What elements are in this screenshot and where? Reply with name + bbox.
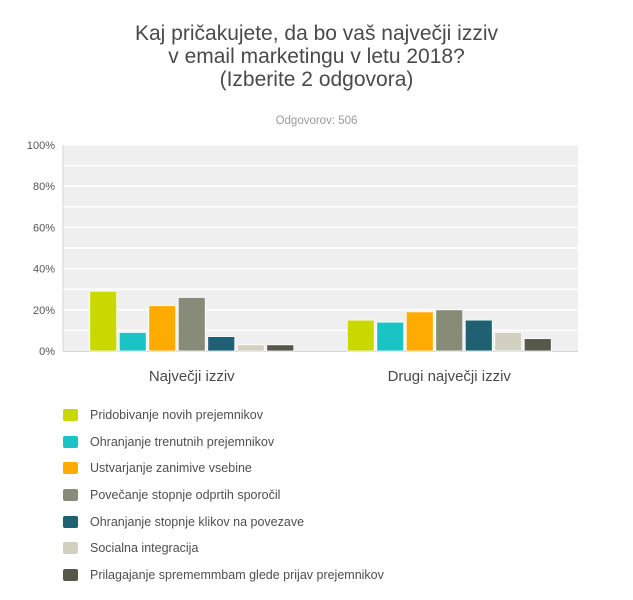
legend-item: Pridobivanje novih prejemnikov (63, 402, 583, 429)
legend-swatch (63, 435, 78, 448)
bar (266, 344, 295, 352)
bar (405, 311, 434, 352)
chart-title-line-1: Kaj pričakujete, da bo vaš največji izzi… (134, 22, 498, 45)
chart-title: Kaj pričakujete, da bo vaš največji izzi… (0, 22, 633, 91)
bar (523, 338, 552, 352)
y-tick-label: 0% (39, 346, 55, 358)
bar (207, 336, 236, 352)
y-tick-label: 80% (33, 181, 55, 193)
bar (177, 297, 206, 352)
legend-swatch (63, 409, 78, 422)
bar (118, 332, 147, 352)
bar (494, 332, 523, 352)
bar (346, 319, 375, 352)
legend-label: Socialna integracija (90, 541, 199, 556)
legend-item: Povečanje stopnje odprtih sporočil (63, 482, 583, 509)
bar (376, 321, 405, 352)
response-count: Odgovorov: 506 (275, 115, 358, 127)
legend-label: Ohranjanje stopnje klikov na povezave (90, 514, 305, 529)
legend-label: Ustvarjanje zanimive vsebine (90, 461, 252, 476)
bar (148, 305, 177, 352)
legend-item: Ustvarjanje zanimive vsebine (63, 455, 583, 482)
legend-swatch (63, 489, 78, 502)
bar (464, 319, 493, 352)
legend-swatch (63, 515, 78, 528)
y-tick-label: 100% (27, 140, 55, 152)
legend-swatch (63, 462, 78, 475)
bar (89, 290, 118, 352)
bar (236, 344, 265, 352)
bar-chart: 0% 20% 40% 60% 80% 100% Največji izziv Drugi na… (27, 140, 578, 385)
y-tick-label: 60% (33, 222, 55, 234)
category-label: Največji izziv (149, 368, 235, 385)
legend-label: Prilagajanje sprememmbam glede prijav pr… (90, 567, 384, 582)
chart-title-line-3: (Izberite 2 odgovora) (219, 68, 414, 91)
legend-item: Prilagajanje sprememmbam glede prijav pr… (63, 562, 583, 589)
legend-item: Ohranjanje trenutnih prejemnikov (63, 429, 583, 456)
legend-label: Pridobivanje novih prejemnikov (90, 408, 264, 423)
legend-item: Ohranjanje stopnje klikov na povezave (63, 508, 583, 535)
y-tick-label: 40% (33, 264, 55, 276)
legend-label: Ohranjanje trenutnih prejemnikov (90, 434, 275, 449)
chart-legend: Pridobivanje novih prejemnikov Ohranjanje… (63, 402, 583, 588)
chart-title-line-2: v email marketingu v letu 2018? (168, 45, 465, 68)
legend-swatch (63, 542, 78, 555)
bar (435, 309, 464, 352)
category-label: Drugi največji izziv (388, 368, 512, 385)
y-tick-label: 20% (33, 305, 55, 317)
legend-item: Socialna integracija (63, 535, 583, 562)
legend-label: Povečanje stopnje odprtih sporočil (90, 488, 281, 503)
legend-swatch (63, 568, 78, 581)
